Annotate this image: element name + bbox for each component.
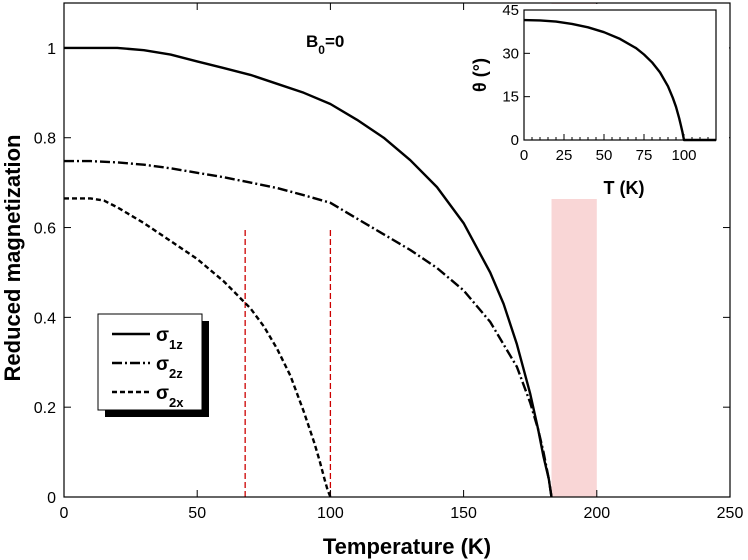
series-line-dashed — [64, 197, 332, 498]
y-tick-label: 0.2 — [34, 400, 56, 417]
legend-entry-label: σ1z — [156, 325, 183, 352]
x-tick-label: 50 — [188, 505, 206, 522]
legend-entry-base: σ — [156, 383, 169, 404]
inset-y-tick-label: 0 — [511, 132, 519, 149]
series-line-dashdot — [64, 159, 553, 498]
inset-y-tick-label: 45 — [502, 2, 519, 19]
x-tick-label: 250 — [717, 505, 744, 522]
annotation-subscript: 0 — [318, 43, 325, 57]
x-axis-label: Temperature (K) — [323, 534, 491, 559]
annotation-rest: =0 — [325, 32, 344, 51]
x-tick-label: 150 — [450, 505, 477, 522]
legend-entry-subscript: 2z — [169, 366, 183, 381]
legend-entry-label: σ2x — [156, 383, 184, 410]
series-line-solid — [64, 46, 553, 498]
legend-entry-base: σ — [156, 354, 169, 375]
inset-series-line — [523, 18, 716, 142]
inset-x-axis-label: T (K) — [604, 178, 645, 198]
inset-x-tick-label: 100 — [671, 147, 696, 164]
inset-x-tick-label: 75 — [636, 147, 653, 164]
inset-background — [467, 4, 729, 199]
annotation-base: B — [306, 32, 318, 51]
y-tick-label: 1 — [47, 41, 56, 58]
y-axis-label: Reduced magnetization — [0, 135, 25, 382]
inset-x-tick-label: 0 — [520, 147, 528, 164]
inset-y-tick-label: 15 — [502, 89, 519, 106]
x-tick-label: 100 — [317, 505, 344, 522]
y-tick-label: 0.4 — [34, 310, 56, 327]
inset-series-layer — [523, 18, 716, 142]
inset-y-axis-label: θ (°) — [470, 58, 490, 92]
x-tick-label: 0 — [60, 505, 69, 522]
legend-entry-subscript: 1z — [169, 337, 183, 352]
x-tick-label: 200 — [583, 505, 610, 522]
legend-entry-subscript: 2x — [169, 395, 184, 410]
plot-frame — [63, 2, 731, 498]
inset-x-tick-label: 50 — [596, 147, 613, 164]
field-annotation: B0=0 — [306, 32, 344, 57]
series-layer — [64, 46, 553, 498]
inset-x-tick-label: 25 — [556, 147, 573, 164]
y-tick-label: 0 — [47, 490, 56, 507]
inset-axis-ticks — [523, 9, 717, 141]
legend-entry-label: σ2z — [156, 354, 183, 381]
inset-axis-tick-labels: 0 25 50 75 100 0 15 30 45 — [502, 2, 696, 164]
y-tick-label: 0.6 — [34, 221, 56, 238]
legend-entry-base: σ — [156, 325, 169, 346]
inset-chart: 0 25 50 75 100 0 15 30 45 T (K) θ (°) — [467, 2, 729, 199]
inset-y-tick-label: 30 — [502, 45, 519, 62]
y-tick-label: 0.8 — [34, 131, 56, 148]
